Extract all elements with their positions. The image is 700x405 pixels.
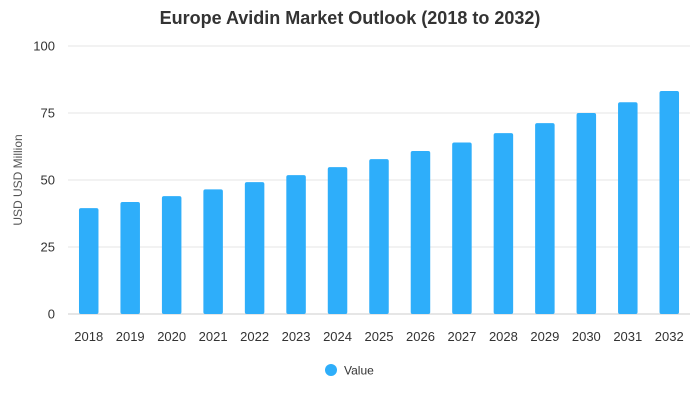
x-tick-label: 2020 (157, 329, 186, 344)
y-tick-label: 100 (33, 39, 55, 54)
bar-2031[interactable] (618, 102, 638, 314)
y-axis-ticks: 0 25 50 75 100 (33, 39, 55, 322)
y-tick-label: 75 (41, 106, 55, 121)
x-tick-label: 2031 (613, 329, 642, 344)
bar-2032[interactable] (659, 91, 680, 315)
y-axis-label: USD USD Million (11, 134, 25, 225)
y-tick-label: 25 (41, 240, 55, 255)
x-tick-label: 2029 (530, 329, 559, 344)
y-tick-label: 0 (48, 307, 55, 322)
bar-2018[interactable] (78, 208, 99, 314)
x-tick-label: 2022 (240, 329, 269, 344)
x-tick-label: 2032 (655, 329, 684, 344)
x-tick-label: 2026 (406, 329, 435, 344)
bar-2027[interactable] (452, 142, 472, 314)
x-tick-label: 2018 (74, 329, 103, 344)
bar-2022[interactable] (244, 182, 265, 314)
x-axis-ticks: 2018 2019 2020 2021 2022 2023 2024 2025 2026 2027… (74, 329, 683, 344)
chart-title: Europe Avidin Market Outlook (2018 to 20… (160, 8, 541, 28)
bar-2029[interactable] (535, 123, 555, 315)
legend[interactable]: Value (325, 364, 374, 378)
x-tick-label: 2025 (365, 329, 394, 344)
bar-2030[interactable] (576, 113, 597, 314)
bar-2025[interactable] (369, 159, 389, 314)
x-tick-label: 2030 (572, 329, 601, 344)
y-tick-label: 50 (41, 173, 55, 188)
legend-label: Value (344, 364, 374, 378)
bar-2028[interactable] (493, 133, 514, 314)
x-tick-label: 2024 (323, 329, 352, 344)
x-tick-label: 2027 (447, 329, 476, 344)
bar-2020[interactable] (161, 196, 182, 314)
bar-2026[interactable] (410, 151, 431, 314)
x-tick-label: 2021 (199, 329, 228, 344)
x-tick-label: 2023 (282, 329, 311, 344)
bars (78, 91, 680, 315)
x-tick-label: 2019 (116, 329, 145, 344)
bar-2021[interactable] (203, 189, 223, 314)
bar-2019[interactable] (120, 201, 140, 314)
legend-marker (325, 364, 337, 376)
x-tick-label: 2028 (489, 329, 518, 344)
bar-2024[interactable] (327, 167, 348, 314)
bar-2023[interactable] (286, 175, 306, 314)
